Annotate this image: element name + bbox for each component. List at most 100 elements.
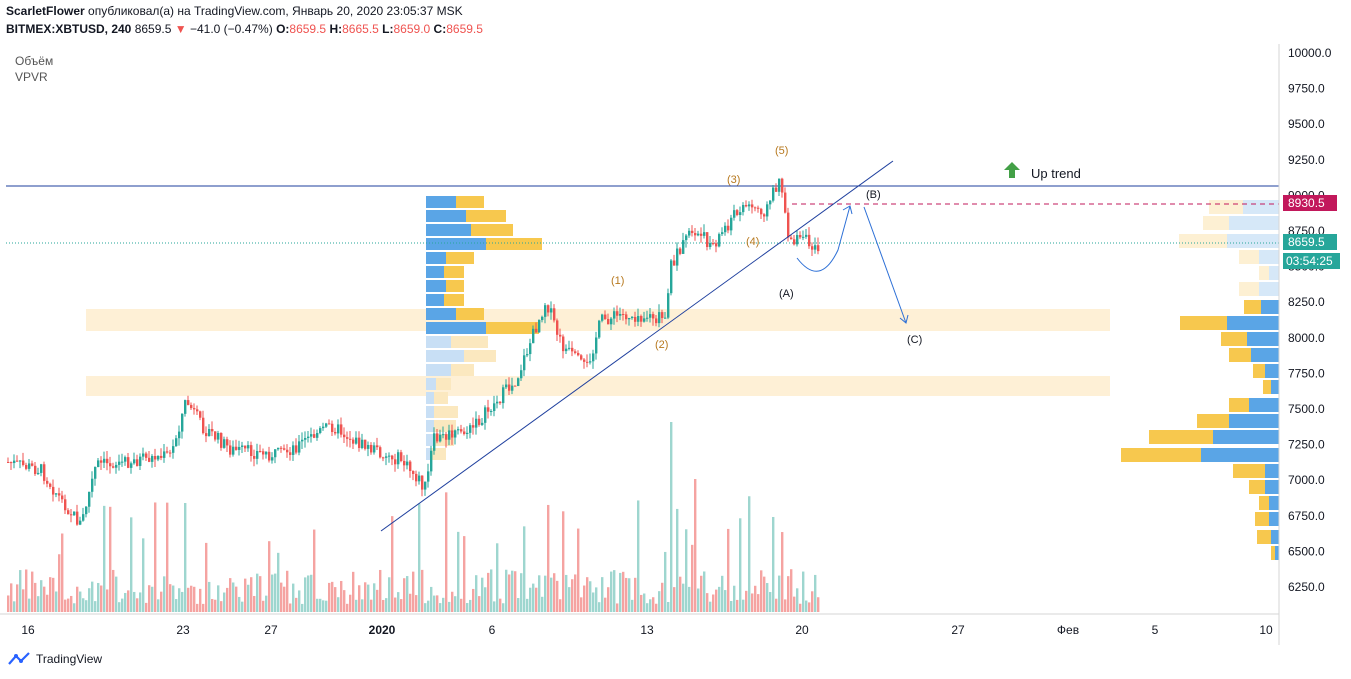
volume-bar [199, 588, 202, 612]
volume-bar [100, 585, 103, 612]
vpvr-indicator-label[interactable]: VPVR [15, 70, 48, 84]
candle-body [526, 354, 529, 356]
volume-bar [733, 585, 736, 612]
candle-body [775, 187, 778, 192]
volume-bar [805, 600, 808, 612]
volume-bar [166, 502, 169, 612]
volume-bar [427, 600, 430, 612]
candle-body [106, 458, 109, 464]
price-tick-label: 9500.0 [1288, 117, 1325, 131]
vpvr-row-buy [1201, 448, 1279, 462]
volume-bar [508, 574, 511, 612]
tradingview-logo[interactable]: TradingView [8, 652, 102, 666]
volume-bar [46, 594, 49, 612]
symbol-label[interactable]: BITMEX:XBTUSD, 240 [6, 22, 132, 36]
candle-body [361, 439, 364, 448]
candle-body [118, 461, 121, 465]
volume-bar [82, 598, 85, 612]
candle-body [115, 464, 118, 468]
candle-body [733, 210, 736, 218]
volume-bar [223, 592, 226, 612]
volume-bar [355, 599, 358, 612]
candle-body [622, 314, 625, 316]
time-tick-label: 16 [21, 623, 35, 637]
vpvr-row-buy [1227, 316, 1279, 330]
volume-bar [703, 571, 706, 612]
candle-body [37, 472, 40, 474]
candle-body [814, 245, 817, 250]
candle-body [169, 452, 172, 454]
vpvr-row-buy [1229, 216, 1279, 230]
price-axis[interactable]: 10000.09750.09500.09250.09000.08750.0850… [1288, 46, 1332, 594]
forecast-line-c[interactable] [863, 206, 907, 324]
uptrend-line[interactable] [380, 160, 894, 532]
candle-body [382, 457, 385, 459]
candle-body [46, 480, 49, 484]
candle-body [214, 431, 217, 440]
volume-bar [436, 595, 439, 612]
volume-bar [13, 601, 16, 612]
volume-bar [121, 598, 124, 612]
volume-bar [736, 599, 739, 612]
volume-bar [184, 502, 187, 612]
volume-bar [715, 589, 718, 612]
volume-bar [448, 601, 451, 612]
candle-body [619, 314, 622, 316]
candle-body [511, 385, 514, 391]
author-name[interactable]: ScarletFlower [6, 4, 85, 18]
volume-bar [640, 594, 643, 612]
time-axis[interactable]: 16 23 27 2020 6 13 20 27 Фев 5 10 [21, 623, 1273, 637]
candle-body [637, 316, 640, 322]
candle-body [322, 426, 325, 429]
vpvr-row-buy [426, 196, 456, 208]
candle-body [334, 432, 337, 434]
volume-bar [808, 602, 811, 612]
volume-bar [157, 599, 160, 612]
volume-bar [244, 578, 247, 612]
candle-body [394, 459, 397, 465]
volume-bar [22, 589, 25, 612]
candle-body [607, 318, 610, 325]
candle-body [676, 248, 679, 266]
volume-bar [415, 595, 418, 612]
candle-body [787, 212, 790, 238]
volume-bar [787, 576, 790, 612]
volume-bar [232, 582, 235, 612]
vpvr-row-buy [1261, 300, 1279, 314]
volume-bar [784, 599, 787, 612]
candle-body [559, 334, 562, 337]
candle-body [439, 434, 442, 442]
volume-bar [484, 587, 487, 612]
volume-bar [700, 575, 703, 612]
candle-body [208, 429, 211, 437]
vpvr-row-buy [426, 392, 434, 404]
candle-body [433, 433, 436, 451]
volume-bar [487, 572, 490, 612]
volume-bar [172, 585, 175, 612]
wave-label-5: (5) [775, 145, 788, 157]
candle-body [760, 208, 763, 215]
candle-body [736, 210, 739, 216]
volume-bar [190, 585, 193, 612]
vpvr-row-buy [426, 406, 434, 418]
volume-bar [496, 543, 499, 612]
volume-bar [616, 603, 619, 612]
volume-bar [562, 511, 565, 612]
candle-body [370, 444, 373, 453]
volume-indicator-label[interactable]: Объём [15, 54, 54, 68]
candle-body [673, 260, 676, 266]
candle-body [10, 462, 13, 464]
vpvr-row-buy [426, 210, 466, 222]
volume-bar [187, 587, 190, 612]
zone-lower [86, 376, 1110, 396]
last-price-marker [1283, 234, 1337, 250]
candle-body [292, 445, 295, 455]
candle-body [793, 239, 796, 245]
volume-bar [349, 594, 352, 612]
forecast-curve-b[interactable] [796, 205, 851, 272]
volume-bar [301, 603, 304, 612]
volume-bar [178, 588, 181, 612]
volume-bar [124, 592, 127, 612]
candle-body [109, 463, 112, 467]
